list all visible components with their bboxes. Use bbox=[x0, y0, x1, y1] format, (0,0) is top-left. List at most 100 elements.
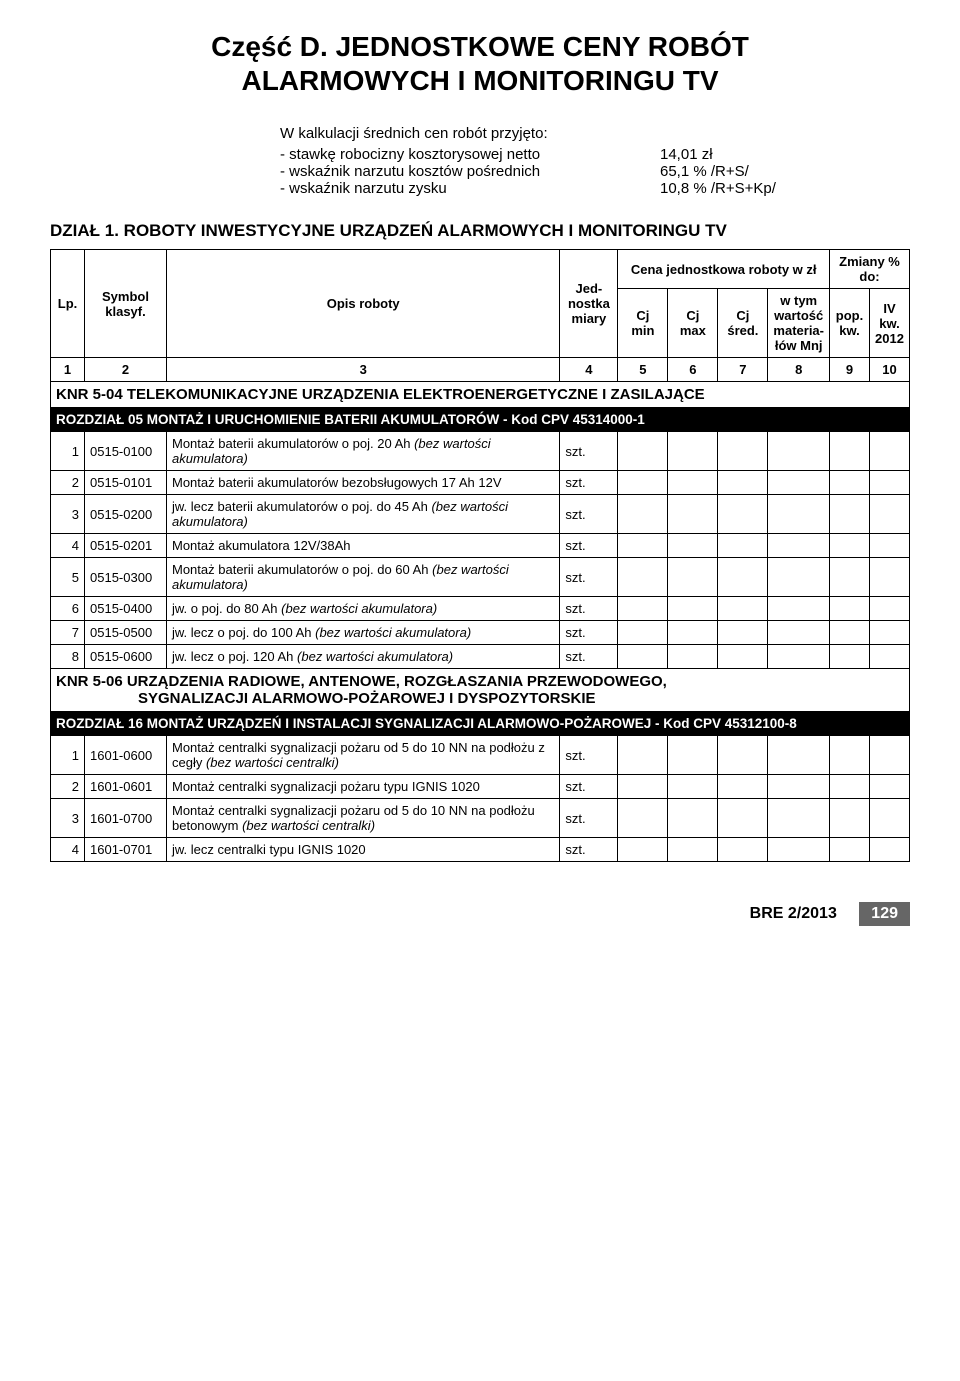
cell-lp: 6 bbox=[51, 597, 85, 621]
table-row: 31601-0700Montaż centralki sygnalizacji … bbox=[51, 799, 910, 838]
cell-pop bbox=[830, 495, 870, 534]
calc-label: - stawkę robocizny kosztorysowej netto bbox=[280, 146, 660, 163]
th-zmiany-group: Zmiany % do: bbox=[830, 250, 910, 289]
cell-jed: szt. bbox=[560, 838, 618, 862]
cell-opis: Montaż baterii akumulatorów o poj. do 60… bbox=[167, 558, 560, 597]
cell-cjsred bbox=[718, 432, 768, 471]
table-row: 60515-0400jw. o poj. do 80 Ah (bez warto… bbox=[51, 597, 910, 621]
cell-lp: 5 bbox=[51, 558, 85, 597]
calc-value: 65,1 % /R+S/ bbox=[660, 163, 749, 180]
cell-mnj bbox=[768, 534, 830, 558]
cell-opis: jw. o poj. do 80 Ah (bez wartości akumul… bbox=[167, 597, 560, 621]
cell-lp: 2 bbox=[51, 471, 85, 495]
th-num: 4 bbox=[560, 358, 618, 382]
cell-cjmin bbox=[618, 736, 668, 775]
cell-jed: szt. bbox=[560, 775, 618, 799]
cell-lp: 3 bbox=[51, 799, 85, 838]
cell-cjmax bbox=[668, 432, 718, 471]
cell-symbol: 0515-0101 bbox=[85, 471, 167, 495]
page-footer: BRE 2/2013 129 bbox=[50, 902, 910, 926]
cell-cjsred bbox=[718, 495, 768, 534]
table-row: 50515-0300Montaż baterii akumulatorów o … bbox=[51, 558, 910, 597]
cell-mnj bbox=[768, 645, 830, 669]
knr-heading-row: KNR 5-06 URZĄDZENIA RADIOWE, ANTENOWE, R… bbox=[51, 669, 910, 712]
table-body-section1: 10515-0100Montaż baterii akumulatorów o … bbox=[51, 432, 910, 669]
cell-cjmax bbox=[668, 471, 718, 495]
cell-jed: szt. bbox=[560, 597, 618, 621]
th-num: 2 bbox=[85, 358, 167, 382]
cell-cjmin bbox=[618, 597, 668, 621]
footer-bre: BRE 2/2013 bbox=[750, 905, 837, 922]
table-row: 80515-0600jw. lecz o poj. 120 Ah (bez wa… bbox=[51, 645, 910, 669]
calc-label: - wskaźnik narzutu kosztów pośrednich bbox=[280, 163, 660, 180]
cell-jed: szt. bbox=[560, 736, 618, 775]
cell-symbol: 0515-0100 bbox=[85, 432, 167, 471]
cell-cjsred bbox=[718, 621, 768, 645]
cell-iv bbox=[870, 799, 910, 838]
footer-page-number: 129 bbox=[859, 902, 910, 926]
cell-cjsred bbox=[718, 736, 768, 775]
cell-cjsred bbox=[718, 534, 768, 558]
cell-pop bbox=[830, 645, 870, 669]
cell-iv bbox=[870, 471, 910, 495]
cell-cjmax bbox=[668, 799, 718, 838]
cell-mnj bbox=[768, 775, 830, 799]
cell-pop bbox=[830, 432, 870, 471]
cell-symbol: 0515-0400 bbox=[85, 597, 167, 621]
knr-504: KNR 5-04 TELEKOMUNIKACYJNE URZĄDZENIA EL… bbox=[51, 382, 910, 408]
th-opis: Opis roboty bbox=[167, 250, 560, 358]
table-row: 10515-0100Montaż baterii akumulatorów o … bbox=[51, 432, 910, 471]
price-table: Lp. Symbol klasyf. Opis roboty Jed-nostk… bbox=[50, 249, 910, 862]
cell-cjmax bbox=[668, 736, 718, 775]
cell-jed: szt. bbox=[560, 621, 618, 645]
cell-cjmin bbox=[618, 471, 668, 495]
cell-cjmin bbox=[618, 432, 668, 471]
cell-cjsred bbox=[718, 775, 768, 799]
cell-cjmax bbox=[668, 775, 718, 799]
cell-opis: jw. lecz o poj. do 100 Ah (bez wartości … bbox=[167, 621, 560, 645]
cell-jed: szt. bbox=[560, 495, 618, 534]
cell-cjmax bbox=[668, 558, 718, 597]
cell-cjmin bbox=[618, 799, 668, 838]
cell-lp: 3 bbox=[51, 495, 85, 534]
th-num: 3 bbox=[167, 358, 560, 382]
cell-iv bbox=[870, 621, 910, 645]
cell-symbol: 1601-0700 bbox=[85, 799, 167, 838]
cell-cjmin bbox=[618, 645, 668, 669]
cell-lp: 1 bbox=[51, 736, 85, 775]
th-cjmin: Cj min bbox=[618, 289, 668, 358]
cell-iv bbox=[870, 597, 910, 621]
cell-lp: 4 bbox=[51, 838, 85, 862]
title-line2: ALARMOWYCH I MONITORINGU TV bbox=[241, 65, 718, 96]
cell-mnj bbox=[768, 838, 830, 862]
table-row: 21601-0601Montaż centralki sygnalizacji … bbox=[51, 775, 910, 799]
header-num-row: 1 2 3 4 5 6 7 8 9 10 bbox=[51, 358, 910, 382]
cell-jed: szt. bbox=[560, 471, 618, 495]
rozdzial-row: ROZDZIAŁ 16 MONTAŻ URZĄDZEŃ I INSTALACJI… bbox=[51, 712, 910, 736]
th-iv: IV kw. 2012 bbox=[870, 289, 910, 358]
cell-cjsred bbox=[718, 799, 768, 838]
cell-pop bbox=[830, 775, 870, 799]
th-wtym: w tym wartość materia-łów Mnj bbox=[768, 289, 830, 358]
cell-iv bbox=[870, 645, 910, 669]
cell-cjsred bbox=[718, 838, 768, 862]
cell-symbol: 0515-0600 bbox=[85, 645, 167, 669]
th-num: 8 bbox=[768, 358, 830, 382]
cell-iv bbox=[870, 495, 910, 534]
cell-symbol: 0515-0500 bbox=[85, 621, 167, 645]
cell-iv bbox=[870, 736, 910, 775]
cell-pop bbox=[830, 558, 870, 597]
cell-opis: jw. lecz centralki typu IGNIS 1020 bbox=[167, 838, 560, 862]
title-line1: Część D. JEDNOSTKOWE CENY ROBÓT bbox=[211, 31, 749, 62]
cell-jed: szt. bbox=[560, 432, 618, 471]
cell-iv bbox=[870, 775, 910, 799]
knr-506: KNR 5-06 URZĄDZENIA RADIOWE, ANTENOWE, R… bbox=[51, 669, 910, 712]
section-heading: DZIAŁ 1. ROBOTY INWESTYCYJNE URZĄDZEŃ AL… bbox=[50, 221, 910, 241]
th-cena-group: Cena jednostkowa roboty w zł bbox=[618, 250, 830, 289]
table-body-mid: KNR 5-06 URZĄDZENIA RADIOWE, ANTENOWE, R… bbox=[51, 669, 910, 736]
th-num: 6 bbox=[668, 358, 718, 382]
cell-pop bbox=[830, 534, 870, 558]
rozdzial-16: ROZDZIAŁ 16 MONTAŻ URZĄDZEŃ I INSTALACJI… bbox=[51, 712, 910, 736]
cell-mnj bbox=[768, 495, 830, 534]
rozdzial-row: ROZDZIAŁ 05 MONTAŻ I URUCHOMIENIE BATERI… bbox=[51, 408, 910, 432]
